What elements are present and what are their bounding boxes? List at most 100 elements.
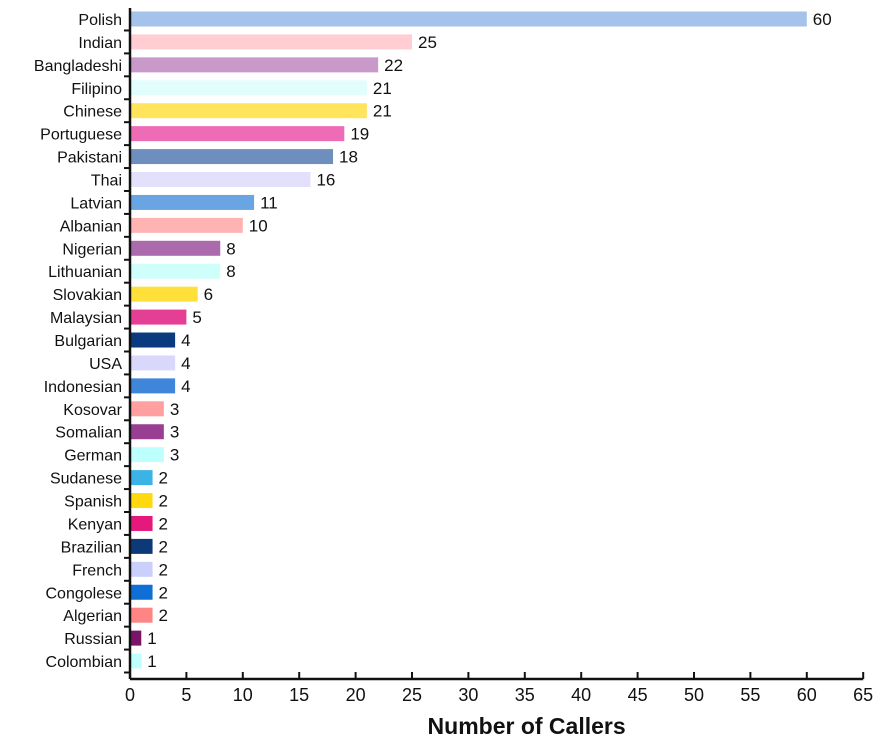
category-label-albanian: Albanian xyxy=(60,218,122,235)
x-tick-label-50: 50 xyxy=(684,685,704,705)
category-label-german: German xyxy=(64,448,122,465)
category-label-portuguese: Portuguese xyxy=(40,127,122,144)
value-label-congolese: 2 xyxy=(159,583,168,602)
x-tick-label-20: 20 xyxy=(346,685,366,705)
category-labels: Polish Indian Bangladeshi Filipino Chinese Po… xyxy=(34,12,123,671)
category-label-lithuanian: Lithuanian xyxy=(48,264,122,281)
bar-chinese xyxy=(130,103,367,119)
x-tick-label-65: 65 xyxy=(853,685,873,705)
bar-french xyxy=(130,561,153,577)
category-label-polish: Polish xyxy=(78,12,122,29)
bar-polish xyxy=(130,11,807,27)
value-label-thai: 16 xyxy=(316,171,335,190)
value-label-bangladeshi: 22 xyxy=(384,56,403,75)
bar-somalian xyxy=(130,424,164,440)
bar-malaysian xyxy=(130,309,187,325)
value-label-algerian: 2 xyxy=(159,606,168,625)
bar-indonesian xyxy=(130,378,176,394)
x-tick-label-10: 10 xyxy=(233,685,253,705)
bar-bangladeshi xyxy=(130,57,379,73)
bar-bulgarian xyxy=(130,332,176,348)
category-label-kosovar: Kosovar xyxy=(63,402,122,419)
value-label-russian: 1 xyxy=(147,629,156,648)
value-label-nigerian: 8 xyxy=(226,239,235,258)
value-label-spanish: 2 xyxy=(159,492,168,511)
category-label-french: French xyxy=(72,562,122,579)
value-label-bulgarian: 4 xyxy=(181,331,190,350)
bar-brazilian xyxy=(130,538,153,554)
value-label-lithuanian: 8 xyxy=(226,262,235,281)
bar-albanian xyxy=(130,217,243,233)
bar-nigerian xyxy=(130,240,221,256)
category-label-brazilian: Brazilian xyxy=(61,539,122,556)
x-tick-label-15: 15 xyxy=(289,685,309,705)
x-tick-label-25: 25 xyxy=(402,685,422,705)
category-label-sudanese: Sudanese xyxy=(50,471,122,488)
value-label-brazilian: 2 xyxy=(159,537,168,556)
value-label-filipino: 21 xyxy=(373,79,392,98)
category-label-congolese: Congolese xyxy=(46,585,123,602)
value-label-somalian: 3 xyxy=(170,423,179,442)
bar-colombian xyxy=(130,653,142,669)
category-label-pakistani: Pakistani xyxy=(57,150,122,167)
value-label-albanian: 10 xyxy=(249,216,268,235)
category-label-bulgarian: Bulgarian xyxy=(54,333,122,350)
bar-slovakian xyxy=(130,286,198,302)
x-tick-labels: 0 5 10 15 20 25 30 35 40 45 50 55 60 65 xyxy=(125,685,873,705)
category-label-indonesian: Indonesian xyxy=(44,379,122,396)
x-tick-label-35: 35 xyxy=(515,685,535,705)
bar-kosovar xyxy=(130,401,164,417)
x-axis-title: Number of Callers xyxy=(428,713,626,739)
bar-latvian xyxy=(130,194,255,210)
x-tick-label-55: 55 xyxy=(740,685,760,705)
category-label-colombian: Colombian xyxy=(46,654,122,671)
bar-indian xyxy=(130,34,412,50)
bar-german xyxy=(130,447,164,463)
x-tick-label-45: 45 xyxy=(628,685,648,705)
value-label-french: 2 xyxy=(159,560,168,579)
bar-thai xyxy=(130,172,311,188)
x-tick-label-0: 0 xyxy=(125,685,135,705)
category-label-usa: USA xyxy=(89,356,122,373)
bar-filipino xyxy=(130,80,367,96)
value-label-portuguese: 19 xyxy=(350,125,369,144)
category-label-algerian: Algerian xyxy=(63,608,122,625)
category-label-russian: Russian xyxy=(64,631,122,648)
value-label-chinese: 21 xyxy=(373,102,392,121)
bar-spanish xyxy=(130,493,153,509)
bars-group xyxy=(130,11,807,669)
value-label-indian: 25 xyxy=(418,33,437,52)
value-label-colombian: 1 xyxy=(147,652,156,671)
value-label-german: 3 xyxy=(170,446,179,465)
x-tick-label-30: 30 xyxy=(458,685,478,705)
x-tick-label-5: 5 xyxy=(181,685,191,705)
value-label-kenyan: 2 xyxy=(159,514,168,533)
value-label-usa: 4 xyxy=(181,354,190,373)
value-label-kosovar: 3 xyxy=(170,400,179,419)
category-label-latvian: Latvian xyxy=(70,195,122,212)
bar-pakistani xyxy=(130,149,334,165)
x-tick-label-40: 40 xyxy=(571,685,591,705)
bar-kenyan xyxy=(130,515,153,531)
bar-usa xyxy=(130,355,176,371)
category-label-filipino: Filipino xyxy=(71,81,122,98)
category-label-spanish: Spanish xyxy=(64,494,122,511)
category-label-indian: Indian xyxy=(78,35,122,52)
x-tick-label-60: 60 xyxy=(797,685,817,705)
category-label-kenyan: Kenyan xyxy=(68,516,122,533)
category-label-malaysian: Malaysian xyxy=(50,310,122,327)
value-label-malaysian: 5 xyxy=(192,308,201,327)
bar-sudanese xyxy=(130,470,153,486)
bar-algerian xyxy=(130,607,153,623)
value-label-slovakian: 6 xyxy=(204,285,213,304)
category-label-bangladeshi: Bangladeshi xyxy=(34,58,122,75)
category-label-somalian: Somalian xyxy=(55,425,122,442)
value-label-indonesian: 4 xyxy=(181,377,190,396)
value-label-latvian: 11 xyxy=(260,193,278,212)
bar-russian xyxy=(130,630,142,646)
bar-congolese xyxy=(130,584,153,600)
category-label-nigerian: Nigerian xyxy=(62,241,122,258)
category-label-slovakian: Slovakian xyxy=(53,287,122,304)
